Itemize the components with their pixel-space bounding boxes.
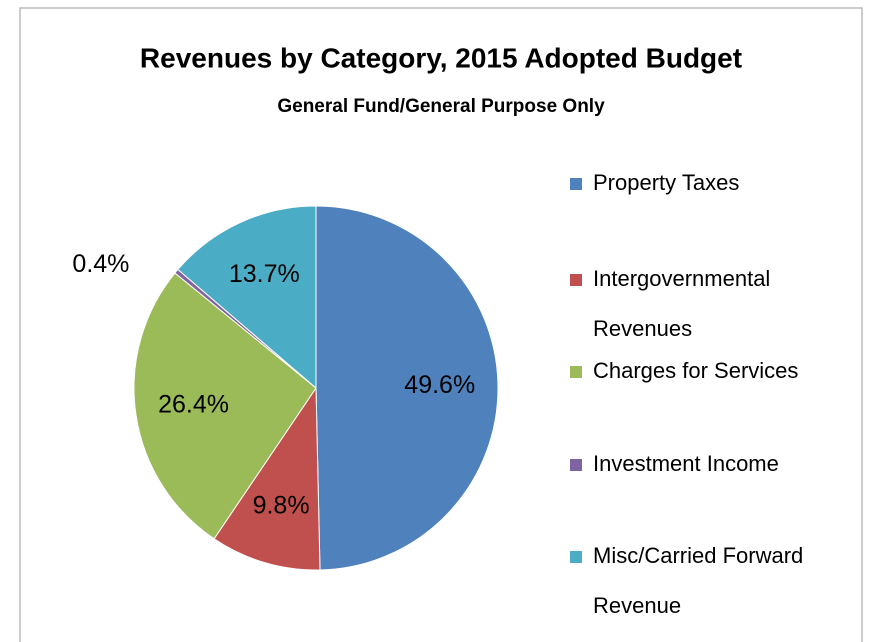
legend-label: Charges for Services: [593, 358, 798, 383]
legend-line: Revenues: [593, 316, 692, 341]
pie-slice: [213, 386, 321, 571]
pie-slice: [177, 205, 317, 390]
legend-label: Intergovernmental Revenues: [593, 266, 770, 341]
legend-swatch: [570, 366, 582, 378]
data-label: 0.4%: [72, 250, 129, 278]
legend-label: Misc/Carried Forward Revenue: [593, 543, 803, 618]
legend-swatch: [570, 178, 582, 190]
legend-swatch: [570, 274, 582, 286]
pie-slice: [133, 272, 317, 540]
data-label: 49.6%: [404, 371, 475, 399]
data-label: 26.4%: [158, 391, 229, 419]
chart-title: Revenues by Category, 2015 Adopted Budge…: [140, 42, 742, 73]
data-label: 13.7%: [229, 260, 300, 288]
legend-label: Property Taxes: [593, 170, 739, 195]
legend-line: Revenue: [593, 593, 681, 618]
legend-line: Misc/Carried Forward: [593, 543, 803, 568]
legend-swatch: [570, 459, 582, 471]
pie-slice: [315, 205, 499, 571]
data-label: 9.8%: [253, 491, 310, 519]
chart-subtitle: General Fund/General Purpose Only: [277, 96, 605, 117]
legend-line: Intergovernmental: [593, 266, 770, 291]
legend-label: Investment Income: [593, 451, 779, 476]
legend-swatch: [570, 551, 582, 563]
